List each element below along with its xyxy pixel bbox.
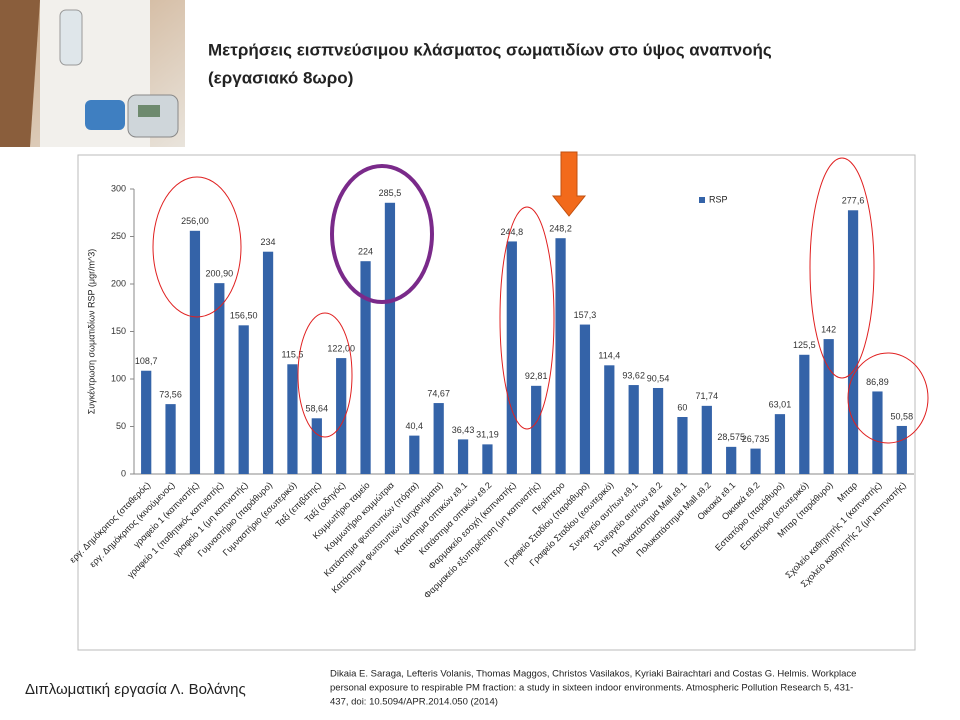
bar [604, 365, 615, 474]
value-label: 92,81 [525, 371, 548, 381]
bar [189, 230, 201, 474]
bar [457, 439, 469, 474]
author: Διπλωματική εργασία Λ. Βολάνης [25, 681, 246, 698]
bar [336, 358, 347, 474]
y-tick-label: 250 [111, 231, 126, 241]
value-label: 73,56 [159, 389, 182, 399]
value-label: 285,5 [379, 188, 402, 198]
value-label: 122,00 [327, 343, 355, 353]
bar [482, 444, 493, 474]
title: (εργασιακό 8ωρο) [208, 68, 353, 87]
value-label: 234 [261, 237, 276, 247]
bar [262, 251, 274, 474]
bar [847, 210, 859, 474]
value-label: 108,7 [135, 356, 158, 366]
value-label: 90,54 [647, 373, 670, 383]
value-label: 63,01 [769, 400, 792, 410]
bar [433, 403, 444, 474]
bar [677, 417, 688, 474]
citation: personal exposure to respirable PM fract… [330, 683, 853, 694]
value-label: 50,58 [891, 411, 914, 421]
value-label: 224 [358, 247, 373, 257]
photo [0, 0, 185, 147]
bar [701, 405, 712, 474]
y-tick-label: 100 [111, 373, 126, 383]
citation: Dikaia E. Saraga, Lefteris Volanis, Thom… [330, 669, 856, 680]
bar [214, 283, 225, 474]
value-label: 200,90 [206, 269, 234, 279]
value-label: 125,5 [793, 340, 816, 350]
bar [506, 241, 517, 474]
bar [531, 385, 542, 474]
bar [141, 370, 152, 474]
value-label: 115,5 [282, 350, 304, 360]
value-label: 156,50 [230, 311, 258, 321]
value-label: 36,43 [452, 425, 475, 435]
value-label: 71,74 [696, 391, 719, 401]
annotations [152, 151, 929, 444]
value-label: 93,62 [622, 370, 645, 380]
value-label: 31,19 [476, 430, 499, 440]
bar [384, 202, 396, 474]
y-tick-label: 50 [116, 421, 126, 431]
legend-label: RSP [709, 194, 728, 204]
bar [799, 354, 810, 474]
value-label: 244,8 [501, 227, 524, 237]
y-axis-label: Συγκέντρωση σωματιδίων RSP (μgr/m^3) [86, 249, 96, 415]
value-label: 277,6 [842, 196, 865, 206]
bar [165, 404, 176, 474]
bar [896, 425, 907, 474]
bar [774, 414, 786, 474]
bar [750, 448, 761, 474]
bar [823, 339, 834, 474]
bar [409, 435, 420, 474]
value-label: 248,2 [549, 224, 572, 234]
y-tick-label: 150 [111, 326, 126, 336]
bar [652, 387, 664, 474]
title: Μετρήσεις εισπνεύσιμου κλάσματος σωματιδ… [208, 40, 772, 59]
bar [311, 418, 322, 474]
value-label: 86,89 [866, 377, 889, 387]
y-tick-label: 300 [111, 183, 126, 193]
bar [628, 385, 639, 474]
bar [726, 446, 737, 474]
bar [555, 238, 566, 474]
value-label: 26,735 [742, 434, 770, 444]
bar [360, 261, 371, 474]
bar [238, 325, 249, 474]
bar [579, 324, 591, 474]
value-label: 58,64 [306, 404, 329, 414]
value-label: 60 [677, 402, 687, 412]
value-label: 40,4 [406, 421, 424, 431]
y-tick-label: 200 [111, 278, 126, 288]
y-tick-label: 0 [121, 468, 126, 478]
bar [872, 391, 883, 474]
citation: 437, doi: 10.5094/APR.2014.050 (2014) [330, 697, 498, 708]
bar [287, 364, 298, 474]
value-label: 256,00 [181, 216, 209, 226]
legend-swatch [699, 197, 705, 203]
value-label: 142 [821, 324, 836, 334]
value-label: 114,4 [598, 351, 620, 361]
value-label: 74,67 [427, 388, 450, 398]
value-label: 157,3 [574, 310, 597, 320]
value-label: 28,575 [717, 432, 745, 442]
